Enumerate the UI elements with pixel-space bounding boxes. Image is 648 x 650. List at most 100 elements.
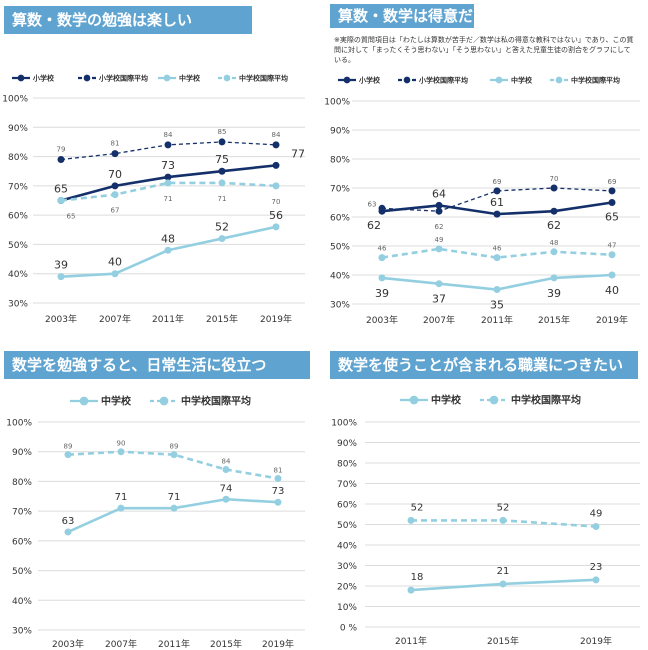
data-label: 69 [493,178,502,186]
data-point [218,235,226,243]
y-tick-label: 70% [8,182,28,192]
x-tick-label: 2019年 [262,638,294,650]
data-point [407,586,415,594]
chart-title-useful-daily-life: 数学を勉強すると、日常生活に役立つ [4,351,310,379]
data-point [550,248,558,256]
data-point [272,141,280,149]
x-tick-label: 2007年 [99,313,131,325]
legend-label: 中学校国際平均 [181,395,251,408]
data-point [608,251,616,259]
data-label: 71 [218,195,227,203]
x-tick-label: 2015年 [210,638,242,650]
data-point [164,179,172,187]
data-label: 47 [608,242,617,250]
y-tick-label: 100% [331,419,357,429]
y-tick-label: 10% [337,603,357,613]
series-line [67,450,279,480]
data-point [222,466,230,474]
chart-title-enjoy-math: 算数・数学の勉強は楽しい [4,6,252,34]
data-label: 73 [272,486,285,497]
chart-note: ※実際の質問項目は「わたしは算数が苦手だ／数学は私の得意な教科ではない」であり、… [334,36,634,64]
data-label: 48 [550,239,559,247]
chart-2: 30% 40% 50% 60% 70% 80% 90% 100% 2003年 2007年 2011年… [6,395,305,650]
x-tick-label: 2019年 [596,314,628,326]
data-point [493,286,501,293]
data-point [272,223,280,231]
legend-label: 中学校国際平均 [239,74,288,83]
y-tick-label: 70% [337,480,357,490]
y-tick-label: 100% [324,98,350,108]
y-tick-label: 40% [8,270,28,280]
legend-marker [343,76,351,84]
y-tick-label: 90% [12,448,32,458]
data-label: 62 [435,223,444,231]
data-point [170,451,178,459]
data-point [550,184,558,192]
data-point [435,245,443,253]
data-point [378,274,386,282]
data-label: 62 [547,219,561,232]
series-line [67,497,279,534]
data-point [218,138,226,146]
legend-label: 中学校 [431,394,462,407]
data-label: 63 [62,516,75,527]
data-point [218,179,226,187]
x-tick-label: 2015年 [538,314,570,326]
data-point [493,210,501,218]
legend-marker [223,74,231,82]
legend-label: 小学校国際平均 [98,74,148,83]
legend-label: 中学校国際平均 [571,76,620,85]
data-point [435,201,443,209]
data-point [274,474,282,482]
data-point [378,204,386,212]
y-tick-label: 60% [12,537,32,547]
y-tick-label: 30% [330,301,350,311]
data-label: 40 [605,284,619,297]
y-tick-label: 60% [337,501,357,511]
data-point [378,254,386,262]
data-label: 64 [432,187,446,200]
data-label: 75 [215,153,229,166]
y-tick-label: 40% [330,272,350,282]
data-label: 48 [161,232,175,245]
chart-title-good-at-math: 算数・数学は得意だ [330,4,474,28]
data-point [57,197,65,204]
legend-marker [83,74,91,82]
chart-1: 30% 40% 50% 60% 70% 80% 90% 100% 2003年 2007年 2011年… [324,76,640,326]
chart-title-want-math-job: 数学を使うことが含まれる職業につきたい [330,351,638,379]
data-point [117,448,125,456]
y-tick-label: 50% [8,241,28,251]
data-label: 40 [108,256,122,269]
data-point [111,191,119,199]
data-label: 81 [111,140,120,148]
data-label: 77 [291,147,305,160]
data-label: 65 [605,211,619,224]
data-point [274,498,282,506]
data-point [435,207,443,215]
data-point [499,516,507,524]
legend-marker [489,395,499,405]
y-tick-label: 50% [12,567,32,577]
legend-marker [79,396,89,406]
y-tick-label: 80% [12,478,32,488]
data-point [550,274,558,282]
data-point [111,270,119,278]
chart-0: 30% 40% 50% 60% 70% 80% 90% 100% 2003年 2007年 2011年… [2,74,305,325]
data-label: 46 [493,245,502,253]
legend-marker [159,396,169,406]
data-point [272,161,280,169]
y-tick-label: 90% [330,127,350,137]
data-label: 71 [115,492,128,503]
series-line [381,187,613,212]
data-label: 65 [54,183,68,196]
data-point [111,150,119,158]
data-label: 52 [215,221,229,234]
y-tick-label: 60% [330,214,350,224]
data-point [64,528,72,536]
data-point [170,504,178,512]
data-label: 49 [590,509,603,520]
y-tick-label: 90% [337,439,357,449]
x-tick-label: 2019年 [260,313,292,325]
data-point [550,207,558,215]
legend-label: 中学校 [101,395,132,408]
